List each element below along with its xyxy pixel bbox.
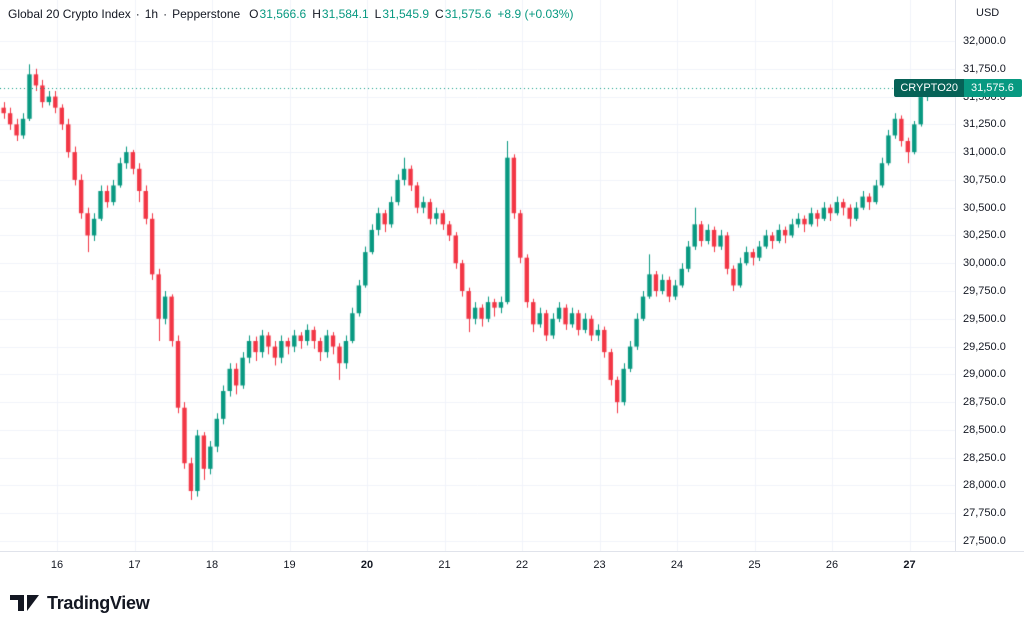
price-axis-label: 28,500.0 [963,423,1006,436]
price-axis-label: 29,000.0 [963,368,1006,381]
price-axis-label: 28,250.0 [963,451,1006,464]
close-label: C [435,7,444,21]
ohlc-close: C 31,575.6 [435,7,491,21]
price-axis-label: 27,750.0 [963,507,1006,520]
price-axis-label: 31,750.0 [963,62,1006,75]
price-axis-label: 31,250.0 [963,118,1006,131]
time-axis-label: 16 [50,559,64,571]
ohlc-open: O 31,566.6 [249,7,306,21]
low-value: 31,545.9 [382,7,430,21]
interval-label[interactable]: 1h [144,7,159,21]
tradingview-logo-icon [10,591,40,615]
price-axis-label: 29,250.0 [963,340,1006,353]
separator-dot: · [163,7,168,21]
time-axis-label: 20 [360,559,374,571]
last-price-badge-value: 31,575.6 [964,79,1022,98]
ohlc-high: H 31,584.1 [312,7,368,21]
separator-dot: · [135,7,140,21]
chart-legend: Global 20 Crypto Index · 1h · Pepperston… [8,7,573,21]
time-axis-label: 24 [670,559,684,571]
price-axis-label: 27,500.0 [963,535,1006,548]
last-price-badge-symbol: CRYPTO20 [894,79,964,98]
price-axis-label: 32,000.0 [963,35,1006,47]
price-axis-label: 31,000.0 [963,146,1006,159]
time-axis-label: 25 [748,559,761,571]
price-axis-label: 30,500.0 [963,201,1006,214]
high-value: 31,584.1 [321,7,369,21]
close-value: 31,575.6 [444,7,492,21]
price-axis-label: 28,000.0 [963,479,1006,492]
exchange-label: Pepperstone [172,7,241,21]
time-axis-label: 26 [825,559,839,571]
currency-label: USD [976,7,1000,19]
tradingview-logo-text: TradingView [47,592,150,613]
time-axis-label: 18 [205,559,219,571]
change-value: +8.9 (+0.03%) [497,7,574,21]
price-axis-label: 29,500.0 [963,312,1006,325]
time-axis-label: 19 [283,559,296,571]
time-axis-label: 17 [128,559,141,571]
time-axis-label: 21 [438,559,451,571]
price-axis-label: 28,750.0 [963,396,1006,409]
time-axis[interactable]: 16 17 18 19 20 21 22 23 24 25 26 27 [0,551,1024,579]
ohlc-low: L 31,545.9 [375,7,429,21]
open-label: O [249,7,259,21]
ohlc-values: O 31,566.6 H 31,584.1 L 31,545.9 C 31,575.6 … [249,7,573,21]
last-price-badge: CRYPTO20 31,575.6 [894,79,1022,98]
tradingview-logo[interactable]: TradingView [10,591,150,615]
open-value: 31,566.6 [259,7,307,21]
price-axis-label: 30,750.0 [963,173,1006,186]
low-label: L [374,7,382,21]
symbol-name[interactable]: Global 20 Crypto Index [8,7,131,21]
chart-pane[interactable] [0,0,955,551]
candlestick-canvas[interactable] [0,0,955,551]
time-axis-label: 23 [593,559,606,571]
price-axis-label: 30,000.0 [963,257,1006,270]
price-axis-label: 29,750.0 [963,285,1006,298]
price-axis-label: 30,250.0 [963,229,1006,242]
time-axis-label: 27 [903,559,916,571]
time-axis-label: 22 [515,559,529,571]
high-label: H [312,7,321,21]
